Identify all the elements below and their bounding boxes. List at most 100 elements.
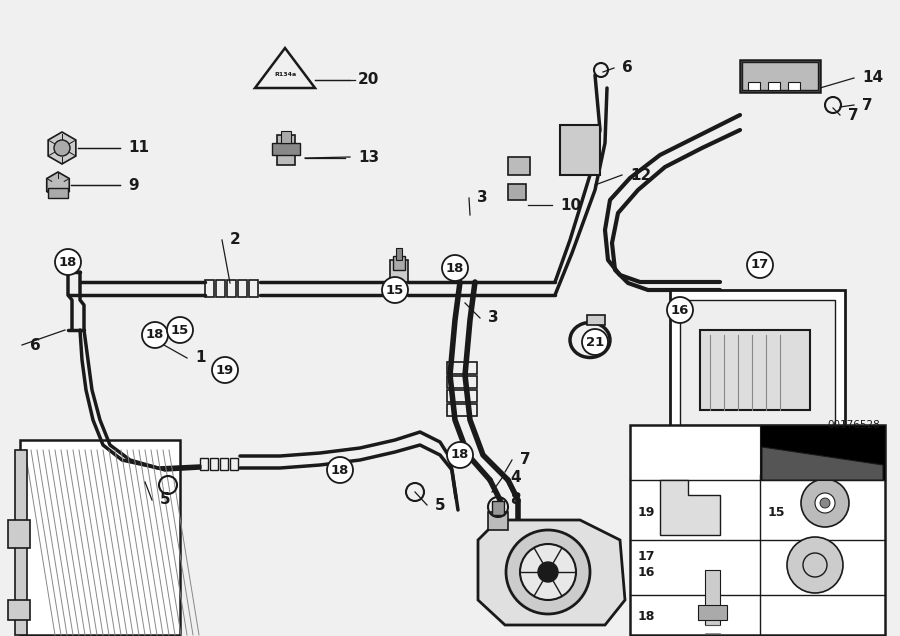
Bar: [48, 188, 68, 198]
Text: 14: 14: [862, 71, 883, 85]
Text: 3: 3: [488, 310, 499, 326]
Circle shape: [801, 479, 849, 527]
Bar: [488, 512, 508, 530]
Text: 17: 17: [638, 551, 655, 563]
Bar: [447, 376, 477, 388]
Bar: [210, 458, 218, 470]
Bar: [680, 300, 835, 425]
Bar: [20, 440, 180, 635]
Bar: [227, 280, 236, 297]
Bar: [272, 143, 300, 155]
Text: 6: 6: [30, 338, 40, 352]
Circle shape: [142, 322, 168, 348]
Text: 13: 13: [358, 149, 379, 165]
Text: 18: 18: [638, 611, 655, 623]
Polygon shape: [660, 480, 720, 535]
Circle shape: [327, 457, 353, 483]
Bar: [15, 450, 27, 635]
Bar: [508, 184, 526, 200]
Polygon shape: [797, 545, 832, 585]
Text: 00176528: 00176528: [827, 420, 880, 430]
Bar: [238, 280, 247, 297]
Bar: [587, 315, 605, 325]
Circle shape: [820, 498, 830, 508]
Text: 18: 18: [146, 329, 164, 342]
Bar: [768, 82, 780, 90]
Bar: [740, 60, 820, 92]
Polygon shape: [47, 172, 69, 198]
Text: 1: 1: [195, 350, 205, 366]
Text: 18: 18: [451, 448, 469, 462]
Circle shape: [447, 442, 473, 468]
Text: 11: 11: [128, 141, 149, 155]
Bar: [705, 570, 720, 625]
Bar: [200, 458, 208, 470]
Text: 15: 15: [768, 506, 786, 520]
Text: 15: 15: [171, 324, 189, 336]
Bar: [277, 135, 295, 165]
Circle shape: [667, 297, 693, 323]
Bar: [447, 404, 477, 416]
Circle shape: [382, 277, 408, 303]
Text: 2: 2: [230, 233, 241, 247]
Text: 5: 5: [435, 497, 446, 513]
Bar: [700, 330, 810, 410]
Bar: [742, 62, 818, 90]
Bar: [698, 605, 727, 620]
Text: 8: 8: [510, 492, 520, 508]
Text: 18: 18: [58, 256, 77, 268]
Text: 5: 5: [160, 492, 171, 508]
Circle shape: [167, 317, 193, 343]
Bar: [220, 458, 228, 470]
Bar: [760, 425, 885, 480]
Text: 18: 18: [446, 261, 464, 275]
Bar: [249, 280, 258, 297]
Text: 10: 10: [560, 198, 581, 212]
Text: 19: 19: [638, 506, 655, 520]
Text: 7: 7: [848, 107, 859, 123]
Bar: [788, 82, 800, 90]
Bar: [205, 280, 214, 297]
Text: 19: 19: [216, 364, 234, 377]
Text: 6: 6: [622, 60, 633, 76]
Text: 7: 7: [862, 97, 873, 113]
Polygon shape: [762, 447, 883, 480]
Text: 21: 21: [586, 336, 604, 349]
Bar: [748, 82, 760, 90]
Bar: [230, 458, 238, 470]
Bar: [216, 280, 225, 297]
Text: 18: 18: [331, 464, 349, 476]
Bar: [447, 362, 477, 374]
Bar: [447, 390, 477, 402]
Bar: [390, 260, 408, 282]
Bar: [281, 131, 291, 143]
Text: 4: 4: [510, 471, 520, 485]
Bar: [508, 157, 530, 175]
Circle shape: [212, 357, 238, 383]
Circle shape: [787, 537, 843, 593]
Bar: [560, 125, 600, 175]
Text: 15: 15: [386, 284, 404, 296]
Polygon shape: [48, 132, 76, 164]
Text: 12: 12: [630, 167, 652, 183]
Text: 7: 7: [520, 452, 531, 467]
Bar: [8, 520, 30, 548]
Bar: [670, 290, 845, 435]
Text: 16: 16: [670, 303, 689, 317]
Polygon shape: [478, 520, 625, 625]
Bar: [393, 256, 405, 270]
Circle shape: [55, 249, 81, 275]
Bar: [396, 248, 402, 260]
Text: 17: 17: [751, 258, 770, 272]
Text: 20: 20: [358, 73, 380, 88]
Text: 16: 16: [638, 567, 655, 579]
Text: 9: 9: [128, 177, 139, 193]
Circle shape: [747, 252, 773, 278]
Circle shape: [54, 140, 70, 156]
Circle shape: [538, 562, 558, 582]
Circle shape: [815, 493, 835, 513]
Bar: [492, 501, 504, 515]
Text: R134a: R134a: [274, 71, 296, 76]
Circle shape: [582, 329, 608, 355]
Bar: [8, 600, 30, 620]
